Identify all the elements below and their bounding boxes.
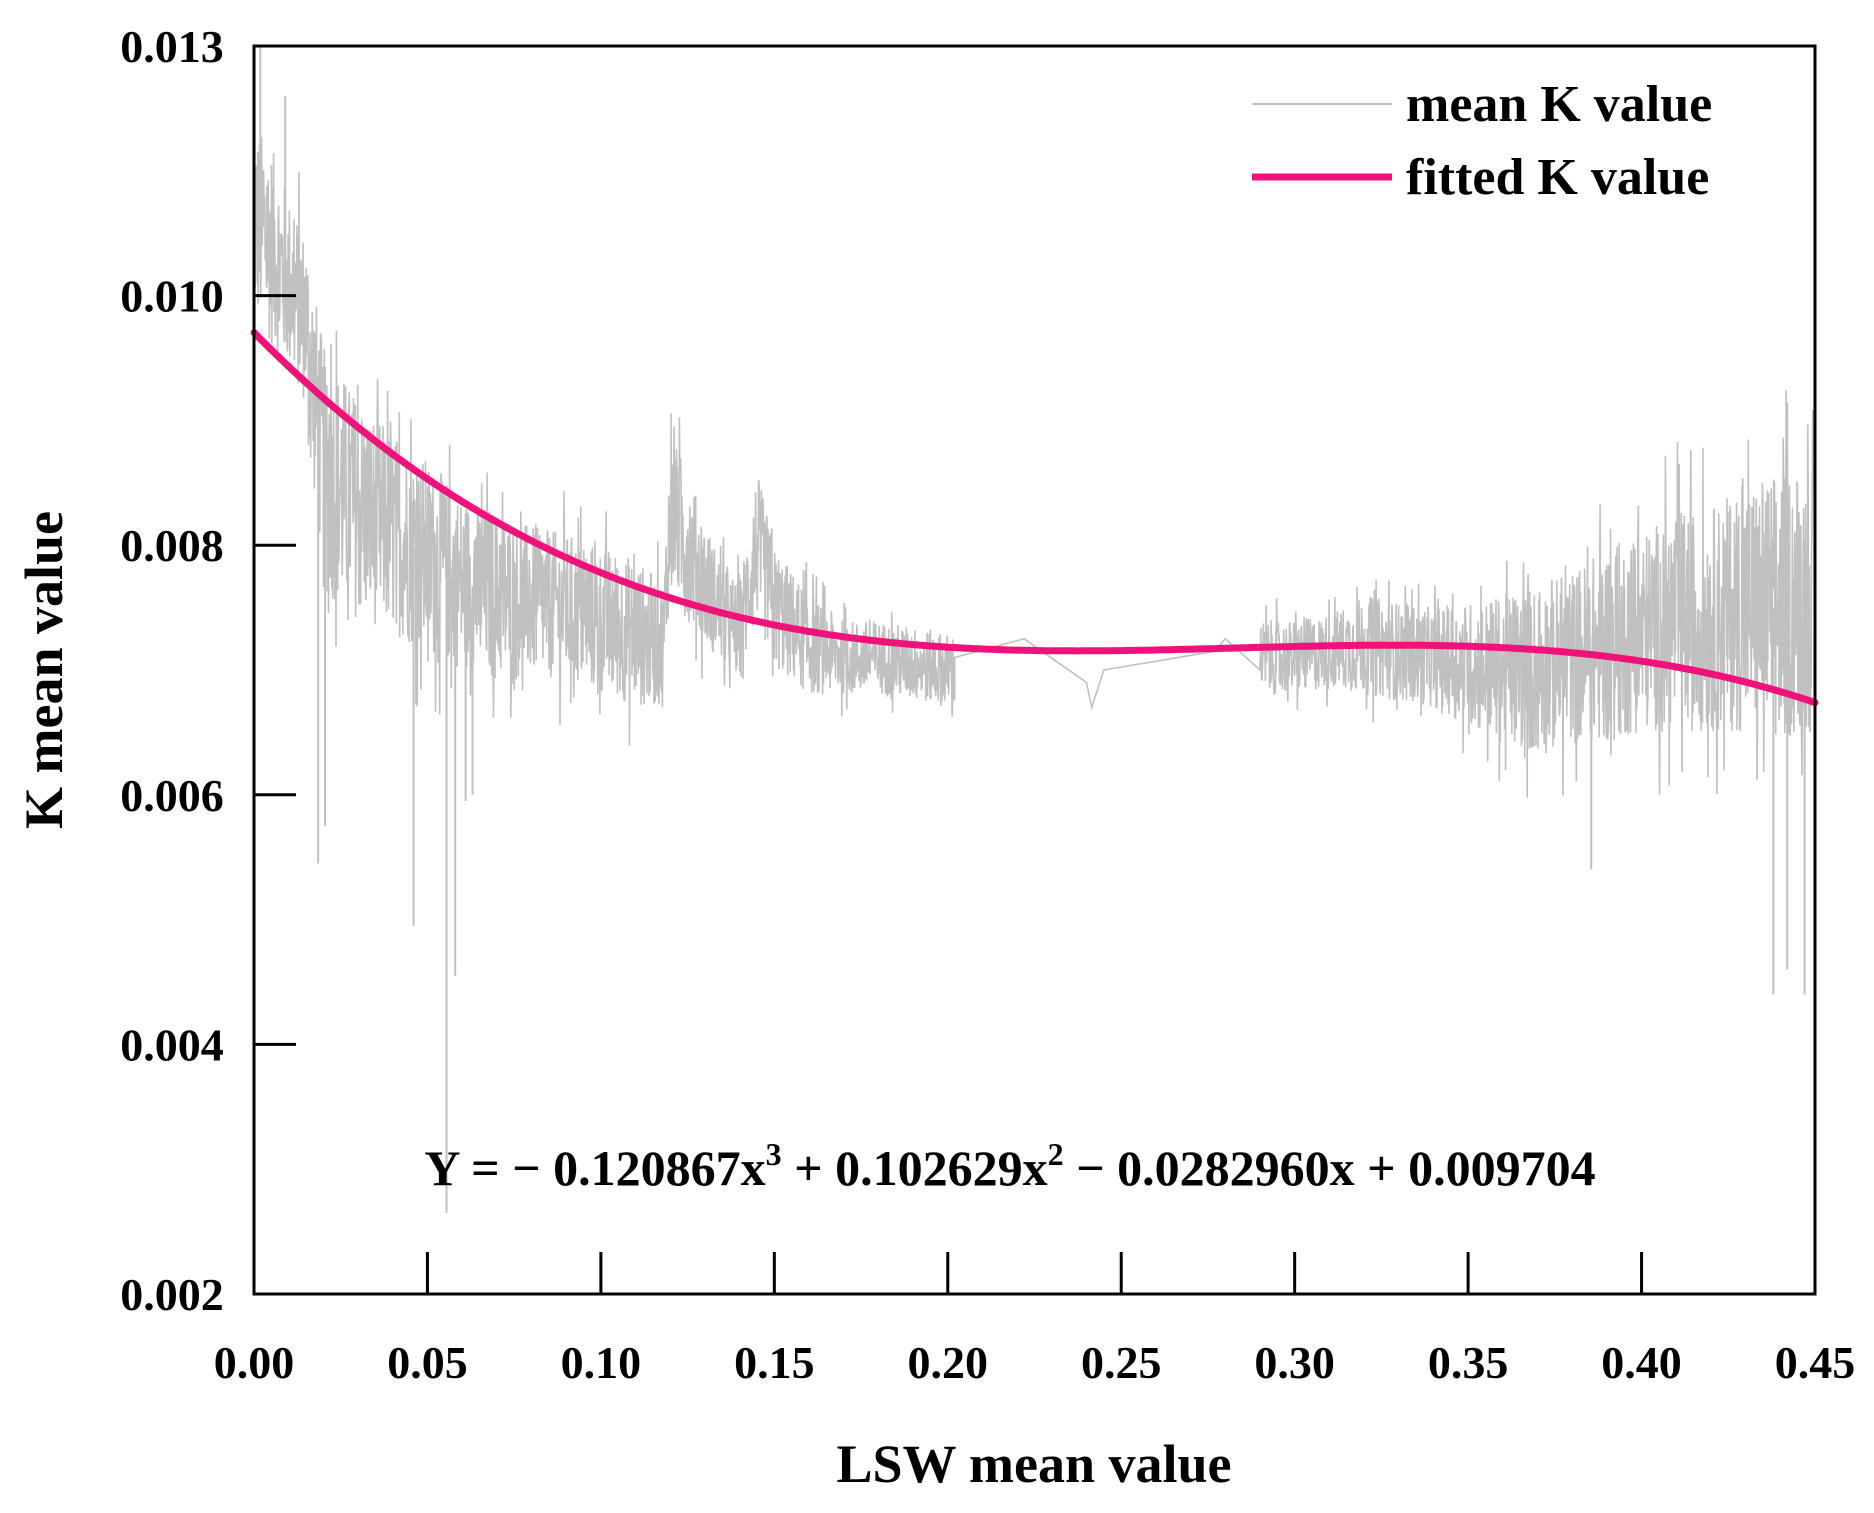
x-tick-label-2: 0.10 (561, 1337, 642, 1388)
x-axis-title: LSW mean value (836, 1434, 1231, 1494)
plot-frame (252, 44, 1817, 1296)
fitted-k-line (250, 329, 1819, 707)
x-tick-label-0: 0.00 (214, 1337, 295, 1388)
equation-exp-2: 2 (1048, 1136, 1064, 1172)
legend: mean K value fitted K value (1252, 76, 1712, 206)
mean-k-series-group (253, 46, 1816, 1213)
y-tick-label-4: 0.010 (120, 271, 224, 322)
fit-equation: Y = − 0.120867x3 + 0.102629x2 − 0.028296… (424, 1136, 1595, 1196)
x-tick-label-9: 0.45 (1775, 1337, 1856, 1388)
equation-part-3: − 0.0282960x + 0.009704 (1064, 1140, 1596, 1196)
mean-k-line (253, 137, 1816, 798)
equation-part-2: + 0.102629x (782, 1140, 1048, 1196)
y-tick-label-5: 0.013 (120, 21, 224, 72)
x-tick-label-8: 0.40 (1601, 1337, 1682, 1388)
equation-exp-3: 3 (766, 1136, 782, 1172)
x-tick-label-4: 0.20 (908, 1337, 989, 1388)
x-tick-label-6: 0.30 (1254, 1337, 1335, 1388)
x-tick-label-7: 0.35 (1428, 1337, 1509, 1388)
axes: 0.00 0.05 0.10 0.15 0.20 0.25 0.30 0.35 0.40 0.45… (120, 21, 1855, 1388)
legend-label-mean-k: mean K value (1406, 76, 1712, 133)
fitted-k-series-group (250, 329, 1819, 707)
y-tick-label-3: 0.008 (120, 520, 224, 571)
legend-label-fitted-k: fitted K value (1406, 149, 1709, 206)
x-tick-label-1: 0.05 (387, 1337, 468, 1388)
x-tick-label-3: 0.15 (734, 1337, 815, 1388)
y-axis-title: K mean value (14, 511, 74, 829)
y-tick-label-1: 0.004 (120, 1019, 224, 1070)
y-tick-label-0: 0.002 (120, 1269, 224, 1320)
y-tick-label-2: 0.006 (120, 770, 224, 821)
x-tick-label-5: 0.25 (1081, 1337, 1162, 1388)
equation-part-1: Y = − 0.120867x (424, 1140, 765, 1196)
